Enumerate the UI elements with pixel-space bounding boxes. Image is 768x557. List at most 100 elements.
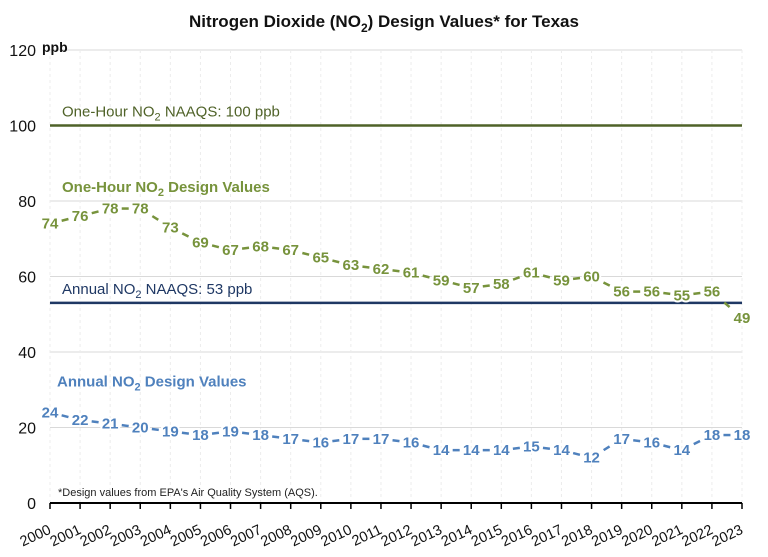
one-hour-data-label: 58	[493, 276, 510, 293]
one-hour-connector	[272, 246, 280, 250]
y-tick-label: 60	[18, 270, 36, 287]
one-hour-data-label: 49	[734, 310, 751, 327]
annual-data-label: 14	[433, 442, 450, 459]
y-tick-label: 20	[18, 421, 36, 438]
one-hour-data-label: 62	[373, 261, 390, 278]
chart-title-sub: 2	[361, 21, 368, 35]
one-hour-data-label: 56	[704, 284, 721, 301]
annual-data-label: 16	[312, 435, 329, 452]
one-hour-connector	[211, 244, 220, 249]
annual-connector	[663, 444, 671, 449]
one-hour-data-label: 59	[433, 272, 450, 289]
chart-title-post: ) Design Values* for Texas	[368, 12, 579, 31]
annual-connector	[91, 420, 99, 424]
annual-connector	[332, 439, 340, 443]
annual-data-label: 17	[282, 431, 299, 448]
one-hour-connector	[693, 291, 701, 296]
one-hour-connector	[723, 301, 731, 309]
chart-title: Nitrogen Dioxide (NO2) Design Values* fo…	[189, 12, 579, 35]
x-tick-label: 2023	[710, 522, 746, 550]
one-hour-data-label: 76	[72, 208, 89, 225]
annual-connector	[272, 435, 280, 439]
annual-connector	[302, 439, 310, 443]
annual-data-label: 19	[222, 423, 239, 440]
annual-connector	[542, 446, 551, 450]
y-tick-label: 0	[27, 496, 36, 513]
one-hour-connector	[542, 274, 551, 279]
annual-connector	[602, 445, 611, 452]
annual-connector	[181, 431, 190, 435]
one-hour-connector	[572, 276, 581, 281]
one-hour-data-label: 74	[42, 216, 59, 233]
one-hour-connector	[482, 284, 490, 288]
annual-series-label: Annual NO2 Design Values	[57, 373, 247, 393]
one-hour-connector	[91, 210, 99, 215]
annual-data-label: 14	[463, 442, 480, 459]
one-hour-connector	[151, 215, 159, 221]
one-hour-connector	[422, 274, 430, 279]
one-hour-connector	[392, 269, 400, 273]
one-hour-connector	[452, 281, 460, 287]
y-tick-label: 100	[9, 119, 36, 136]
annual-data-label: 16	[643, 435, 660, 452]
one-hour-data-label: 56	[643, 284, 660, 301]
y-tick-label: 80	[18, 194, 36, 211]
annual-data-label: 18	[704, 427, 721, 444]
annual-connector	[422, 444, 430, 449]
one-hour-connector	[663, 291, 671, 296]
footnote: *Design values from EPA's Air Quality Sy…	[58, 487, 318, 499]
one-hour-connector	[512, 275, 521, 281]
reference-lines: One-Hour NO2 NAAQS: 100 ppb Annual NO2 NA…	[50, 104, 742, 305]
one-hour-connector	[302, 251, 310, 256]
one-hour-connector	[241, 246, 250, 250]
reference-label-one-hour-naaqs: One-Hour NO2 NAAQS: 100 ppb	[62, 104, 280, 124]
data-labels: 74 76 78 78 73 69 67 68 67 65 63 62 61 59 57 58 61 59 60 56…	[40, 179, 753, 469]
chart-title-pre: Nitrogen Dioxide (NO	[189, 12, 361, 31]
annual-data-label: 12	[583, 450, 600, 467]
annual-data-label: 14	[493, 442, 510, 459]
annual-data-label: 24	[42, 404, 59, 421]
annual-data-label: 14	[553, 442, 570, 459]
one-hour-data-label: 61	[523, 265, 540, 282]
annual-connector	[633, 439, 641, 443]
annual-data-label: 17	[343, 431, 360, 448]
one-hour-data-label: 65	[312, 250, 329, 267]
annual-data-label: 18	[192, 427, 209, 444]
annual-connector	[211, 431, 220, 435]
one-hour-data-label: 61	[403, 265, 420, 282]
annual-connector	[512, 446, 520, 450]
one-hour-connector	[332, 259, 340, 264]
annual-data-label: 18	[252, 427, 269, 444]
annual-connector	[241, 431, 250, 435]
reference-label-annual-naaqs: Annual NO2 NAAQS: 53 ppb	[62, 281, 252, 301]
annual-connector	[61, 414, 69, 419]
annual-data-label: 18	[734, 427, 751, 444]
one-hour-data-label: 57	[463, 280, 480, 297]
annual-data-label: 16	[403, 435, 420, 452]
one-hour-data-label: 63	[343, 257, 360, 274]
one-hour-data-label: 59	[553, 272, 570, 289]
annual-connector	[392, 439, 400, 443]
one-hour-data-label: 67	[222, 242, 239, 259]
annual-data-label: 14	[673, 442, 690, 459]
annual-data-label: 17	[373, 431, 390, 448]
one-hour-series-label: One-Hour NO2 Design Values	[62, 179, 270, 199]
one-hour-connector	[61, 217, 69, 222]
series-connectors	[61, 207, 731, 456]
annual-data-label: 20	[132, 420, 149, 437]
annual-connector	[121, 423, 129, 428]
one-hour-data-label: 67	[282, 242, 299, 259]
y-tick-label: 120	[9, 43, 36, 60]
y-axis-unit-label: ppb	[42, 39, 68, 55]
one-hour-data-label: 60	[583, 269, 600, 286]
one-hour-data-label: 78	[132, 201, 149, 218]
one-hour-data-label: 73	[162, 219, 179, 236]
annual-connector	[572, 451, 581, 456]
annual-connector	[151, 427, 159, 432]
one-hour-data-label: 55	[673, 287, 690, 304]
one-hour-connector	[181, 232, 190, 238]
one-hour-connector	[602, 281, 611, 287]
annual-data-label: 21	[102, 416, 119, 433]
annual-connector	[693, 439, 701, 446]
